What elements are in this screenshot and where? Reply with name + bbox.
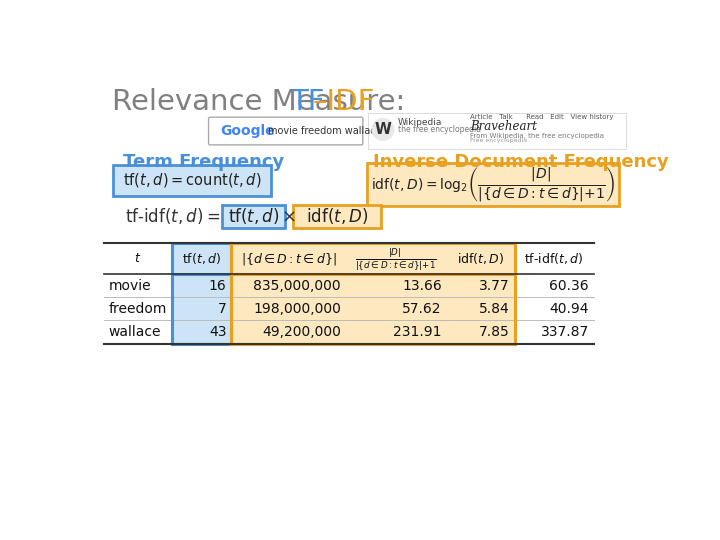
Text: 3.77: 3.77 <box>480 279 510 293</box>
Text: 49,200,000: 49,200,000 <box>262 325 341 339</box>
Text: 60.36: 60.36 <box>549 279 589 293</box>
Bar <box>231 320 515 343</box>
Text: $\mathrm{idf}(t,D) = \log_2\!\left(\dfrac{|D|}{|\{d{\in}D:t{\in}d\}|{+}1}\right): $\mathrm{idf}(t,D) = \log_2\!\left(\dfra… <box>371 166 616 204</box>
Text: 40.94: 40.94 <box>549 302 589 316</box>
Bar <box>231 244 515 274</box>
FancyBboxPatch shape <box>222 205 285 228</box>
Text: 13.66: 13.66 <box>402 279 442 293</box>
Text: $\mathrm{idf}(t,D)$: $\mathrm{idf}(t,D)$ <box>457 251 504 266</box>
Text: $\mathrm{tf\text{-}idf}(t,d) =$: $\mathrm{tf\text{-}idf}(t,d) =$ <box>125 206 220 226</box>
Text: –IDF: –IDF <box>312 88 375 116</box>
Text: 198,000,000: 198,000,000 <box>253 302 341 316</box>
Text: $\mathrm{tf}(t,d)$: $\mathrm{tf}(t,d)$ <box>228 206 279 226</box>
Text: $\frac{|D|}{|\{d{\in}D:t{\in}d\}|{+}1}$: $\frac{|D|}{|\{d{\in}D:t{\in}d\}|{+}1}$ <box>355 246 437 272</box>
Text: 57.62: 57.62 <box>402 302 442 316</box>
Text: 43: 43 <box>209 325 226 339</box>
FancyBboxPatch shape <box>368 113 626 148</box>
Bar <box>172 320 231 343</box>
Text: the free encyclopedia: the free encyclopedia <box>397 125 481 134</box>
Text: Relevance Measure:: Relevance Measure: <box>112 88 414 116</box>
Text: 835,000,000: 835,000,000 <box>253 279 341 293</box>
Text: freedom: freedom <box>109 302 167 316</box>
Text: $\mathrm{idf}(t,D)$: $\mathrm{idf}(t,D)$ <box>306 206 369 226</box>
Text: wallace: wallace <box>109 325 161 339</box>
Text: $t$: $t$ <box>135 252 142 265</box>
Text: W: W <box>374 122 392 137</box>
Text: $\mathrm{tf}(t,d)$: $\mathrm{tf}(t,d)$ <box>182 251 221 266</box>
FancyBboxPatch shape <box>367 164 618 206</box>
Text: Term Frequency: Term Frequency <box>122 153 284 171</box>
Text: $\mathrm{tf\text{-}idf}(t,d)$: $\mathrm{tf\text{-}idf}(t,d)$ <box>524 251 584 266</box>
Text: Article   Talk      Read   Edit   View history: Article Talk Read Edit View history <box>469 114 613 120</box>
Text: 337.87: 337.87 <box>541 325 589 339</box>
Text: $\mathrm{tf}(t, d) = \mathrm{count}(t, d)$: $\mathrm{tf}(t, d) = \mathrm{count}(t, d… <box>123 171 261 190</box>
FancyBboxPatch shape <box>209 117 363 145</box>
Text: Wikipedia: Wikipedia <box>397 118 442 127</box>
Text: $\times$: $\times$ <box>281 207 296 226</box>
Bar <box>172 274 231 298</box>
Text: $|\{d \in D : t \in d\}|$: $|\{d \in D : t \in d\}|$ <box>240 251 336 267</box>
Bar <box>231 274 515 298</box>
Text: Inverse Document Frequency: Inverse Document Frequency <box>373 153 669 171</box>
Text: 5.84: 5.84 <box>480 302 510 316</box>
Bar <box>172 244 231 274</box>
Circle shape <box>372 119 394 140</box>
Bar <box>231 298 515 320</box>
Text: 7: 7 <box>217 302 226 316</box>
Text: movie freedom wallace: movie freedom wallace <box>269 126 382 136</box>
Text: Google: Google <box>220 124 275 138</box>
FancyBboxPatch shape <box>113 165 271 195</box>
Text: movie: movie <box>109 279 151 293</box>
FancyBboxPatch shape <box>293 205 382 228</box>
Text: TF: TF <box>290 88 325 116</box>
Text: 16: 16 <box>209 279 226 293</box>
Text: Free encyclopedia: Free encyclopedia <box>469 138 527 143</box>
Text: From Wikipedia, the free encyclopedia: From Wikipedia, the free encyclopedia <box>469 133 604 139</box>
Text: 231.91: 231.91 <box>393 325 442 339</box>
Text: 7.85: 7.85 <box>480 325 510 339</box>
Bar <box>172 298 231 320</box>
Text: Braveheart: Braveheart <box>469 120 536 133</box>
